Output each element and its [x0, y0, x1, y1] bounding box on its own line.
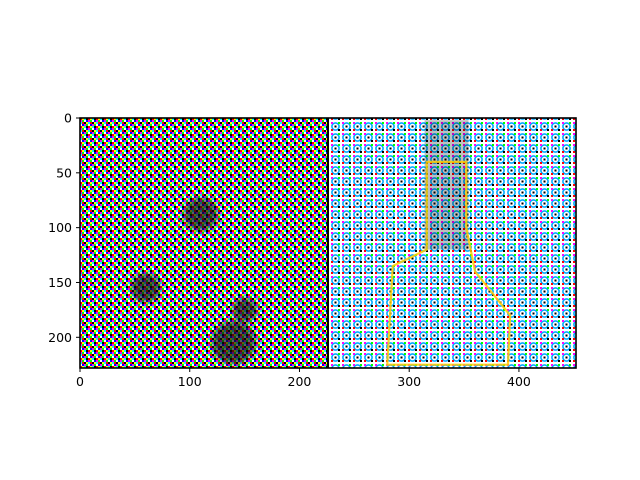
y-tick-label-200: 200 [48, 330, 72, 345]
x-tick-label-400: 400 [507, 374, 531, 389]
noise-panel-fill [80, 118, 328, 368]
pattern-panel [328, 118, 576, 368]
y-tick-label-0: 0 [64, 111, 72, 126]
y-tick-label-100: 100 [48, 220, 72, 235]
axes-frame [79, 117, 577, 369]
noise-panel [80, 118, 328, 368]
image-area [80, 118, 576, 368]
y-tick-label-150: 150 [48, 275, 72, 290]
x-tick-label-200: 200 [288, 374, 312, 389]
figure-column [424, 120, 469, 250]
ring-panel-fill [328, 118, 576, 368]
figure-outline [386, 160, 512, 366]
dark-blob-3 [211, 321, 256, 365]
dark-blob-4 [232, 297, 257, 322]
y-tick-label-50: 50 [56, 165, 72, 180]
x-tick-label-100: 100 [178, 374, 202, 389]
dark-blob-2 [131, 273, 161, 303]
x-tick-label-0: 0 [76, 374, 84, 389]
dark-blob-1 [183, 197, 218, 232]
x-tick-label-300: 300 [397, 374, 421, 389]
axes: 0 100 200 300 400 0 50 100 150 200 [48, 111, 577, 389]
